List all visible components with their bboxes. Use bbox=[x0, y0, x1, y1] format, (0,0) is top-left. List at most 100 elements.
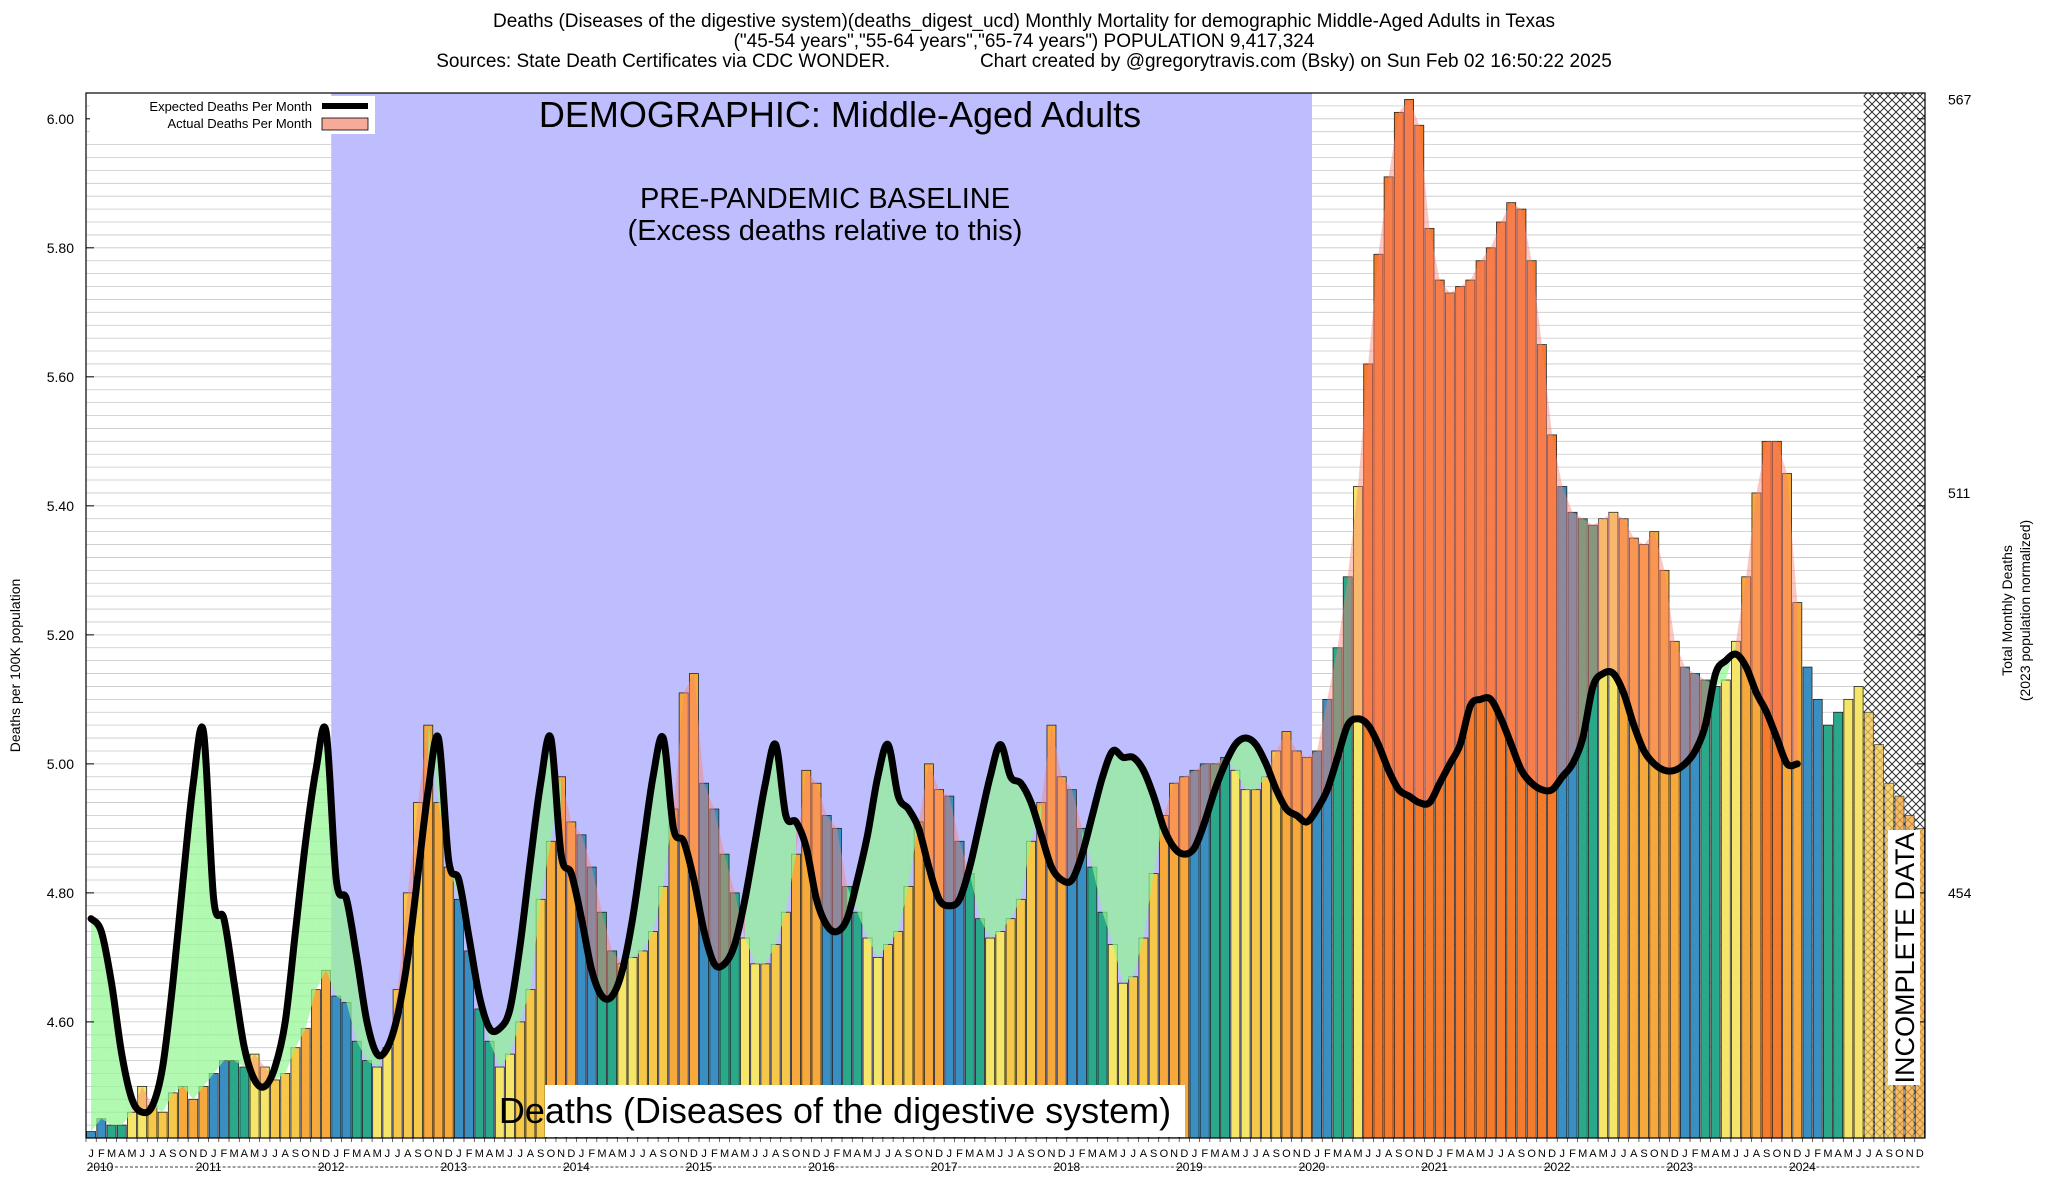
month-tick-label: O bbox=[792, 1148, 801, 1160]
month-tick-label: F bbox=[1814, 1148, 1821, 1160]
month-tick-label: D bbox=[1671, 1148, 1679, 1160]
month-tick-label: F bbox=[1447, 1148, 1454, 1160]
y2-axis-label-line2: (2023 population normalized) bbox=[2017, 520, 2033, 701]
month-tick-label: M bbox=[740, 1148, 749, 1160]
month-tick-label: D bbox=[1793, 1148, 1801, 1160]
excess-deaths-fill bbox=[1531, 260, 1542, 790]
deficit-deaths-fill bbox=[990, 744, 1001, 939]
y-tick-label: 5.20 bbox=[47, 627, 74, 643]
bar-actual-deaths bbox=[1240, 789, 1251, 1139]
month-tick-label: A bbox=[1140, 1148, 1148, 1160]
excess-deaths-fill bbox=[1184, 770, 1195, 855]
bar-actual-deaths bbox=[86, 1131, 97, 1139]
month-tick-label: D bbox=[1426, 1148, 1434, 1160]
month-tick-label: M bbox=[475, 1148, 484, 1160]
y2-tick-label: 454 bbox=[1948, 885, 1972, 901]
excess-deaths-fill bbox=[1429, 228, 1440, 803]
month-tick-label: D bbox=[322, 1148, 330, 1160]
month-tick-label: A bbox=[486, 1148, 494, 1160]
y-tick-label: 4.60 bbox=[47, 1014, 74, 1030]
y-axis-label: Deaths per 100K population bbox=[7, 579, 23, 753]
excess-deaths-fill bbox=[704, 783, 715, 964]
month-tick-label: D bbox=[813, 1148, 821, 1160]
month-tick-label: J bbox=[947, 1148, 953, 1160]
month-tick-label: J bbox=[1069, 1148, 1075, 1160]
month-tick-label: M bbox=[986, 1148, 995, 1160]
excess-deaths-fill bbox=[1317, 699, 1328, 810]
month-tick-label: J bbox=[1192, 1148, 1198, 1160]
deficit-deaths-fill bbox=[1000, 744, 1011, 932]
deficit-deaths-fill bbox=[1715, 660, 1726, 687]
bar-actual-deaths bbox=[443, 866, 454, 1139]
month-tick-label: J bbox=[875, 1148, 881, 1160]
year-tick-label: 2010 bbox=[87, 1160, 114, 1174]
y-tick-label: 5.80 bbox=[47, 240, 74, 256]
excess-deaths-fill bbox=[1511, 202, 1522, 771]
month-tick-label: J bbox=[630, 1148, 636, 1160]
deficit-deaths-fill bbox=[315, 731, 327, 990]
legend-actual-swatch bbox=[321, 117, 369, 131]
month-tick-label: A bbox=[1712, 1148, 1720, 1160]
month-tick-label: J bbox=[385, 1148, 391, 1160]
baseline-label-line2: (Excess deaths relative to this) bbox=[628, 215, 1023, 247]
deficit-deaths-fill bbox=[489, 1028, 500, 1068]
month-tick-label: N bbox=[680, 1148, 688, 1160]
month-tick-label: M bbox=[1210, 1148, 1219, 1160]
incomplete-label-background bbox=[1888, 830, 1920, 1085]
excess-deaths-fill bbox=[816, 783, 827, 926]
month-tick-label: J bbox=[824, 1148, 830, 1160]
month-tick-label: M bbox=[1721, 1148, 1730, 1160]
year-tick-label: 2024 bbox=[1789, 1160, 1816, 1174]
month-tick-label: A bbox=[1221, 1148, 1229, 1160]
month-tick-label: M bbox=[352, 1148, 361, 1160]
year-tick-label: 2023 bbox=[1666, 1160, 1693, 1174]
baseline-label-line1: PRE-PANDEMIC BASELINE bbox=[640, 183, 1010, 215]
month-tick-label: J bbox=[1560, 1148, 1566, 1160]
excess-deaths-fill bbox=[1592, 518, 1604, 687]
month-tick-label: S bbox=[292, 1148, 299, 1160]
month-tick-label: S bbox=[169, 1148, 176, 1160]
month-tick-label: O bbox=[301, 1148, 310, 1160]
year-tick-label: 2012 bbox=[318, 1160, 345, 1174]
month-tick-label: A bbox=[1753, 1148, 1761, 1160]
month-tick-label: A bbox=[854, 1148, 862, 1160]
month-tick-label: J bbox=[88, 1148, 94, 1160]
bar-actual-deaths bbox=[1843, 698, 1854, 1139]
excess-deaths-fill bbox=[1449, 286, 1461, 764]
month-tick-label: A bbox=[527, 1148, 535, 1160]
month-tick-label: O bbox=[1895, 1148, 1904, 1160]
month-tick-label: D bbox=[567, 1148, 575, 1160]
excess-deaths-fill bbox=[939, 789, 950, 906]
bar-actual-deaths bbox=[239, 1066, 250, 1139]
bar-actual-deaths bbox=[1853, 686, 1864, 1139]
excess-deaths-fill bbox=[1613, 512, 1624, 693]
bar-actual-deaths bbox=[1874, 744, 1884, 1139]
bar-actual-deaths bbox=[1700, 679, 1711, 1139]
month-tick-label: M bbox=[1578, 1148, 1587, 1160]
year-tick-label: 2021 bbox=[1421, 1160, 1448, 1174]
deficit-deaths-fill bbox=[653, 738, 664, 932]
bar-actual-deaths bbox=[188, 1098, 199, 1139]
y-tick-label: 5.00 bbox=[47, 756, 74, 772]
deficit-deaths-fill bbox=[1020, 783, 1032, 900]
bar-actual-deaths bbox=[300, 1027, 311, 1139]
y-tick-label: 5.60 bbox=[47, 369, 74, 385]
excess-deaths-fill bbox=[1644, 531, 1655, 764]
excess-deaths-fill bbox=[1378, 176, 1389, 771]
excess-deaths-fill bbox=[1664, 570, 1675, 771]
excess-deaths-fill bbox=[1286, 731, 1297, 816]
excess-deaths-fill bbox=[1398, 99, 1410, 797]
month-tick-label: J bbox=[885, 1148, 891, 1160]
month-tick-label: F bbox=[711, 1148, 718, 1160]
bar-actual-deaths bbox=[351, 1040, 362, 1139]
excess-deaths-fill bbox=[1357, 363, 1369, 726]
month-tick-label: M bbox=[720, 1148, 729, 1160]
month-tick-label: M bbox=[1701, 1148, 1710, 1160]
month-tick-label: J bbox=[1437, 1148, 1443, 1160]
cause-label: Deaths (Diseases of the digestive system… bbox=[499, 1090, 1171, 1131]
bar-actual-deaths bbox=[116, 1124, 127, 1139]
excess-deaths-fill bbox=[724, 854, 735, 964]
chart-sources: Sources: State Death Certificates via CD… bbox=[436, 51, 1612, 72]
month-tick-label: S bbox=[1395, 1148, 1402, 1160]
month-tick-label: A bbox=[404, 1148, 412, 1160]
